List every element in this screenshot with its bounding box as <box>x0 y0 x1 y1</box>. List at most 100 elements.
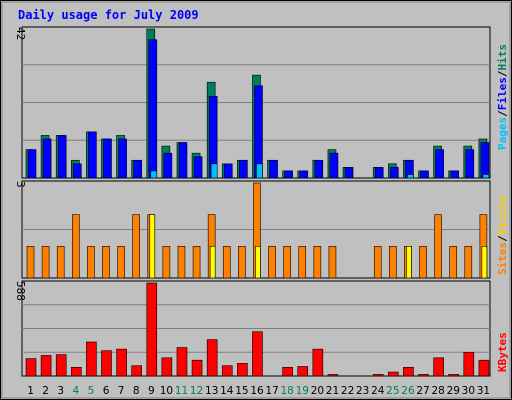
day-label-1: 1 <box>27 385 34 397</box>
bar-pages-day-31 <box>482 174 490 179</box>
bar-files-day-3 <box>57 135 67 179</box>
panel-2-max-label: 588 <box>14 281 27 301</box>
day-label-27: 27 <box>416 385 429 397</box>
day-label-8: 8 <box>133 385 140 397</box>
bar-files-day-10 <box>163 152 173 179</box>
bar-files-day-22 <box>344 167 354 179</box>
day-label-21: 21 <box>326 385 339 397</box>
bar-files-day-19 <box>299 170 309 179</box>
bar-files-day-4 <box>72 163 82 179</box>
bar-files-day-5 <box>88 131 97 179</box>
bar-visits-day-29 <box>449 246 458 279</box>
day-label-25: 25 <box>386 385 399 397</box>
bar-visits-day-19 <box>298 246 307 279</box>
bar-kbytes-day-25 <box>388 371 399 377</box>
day-label-24: 24 <box>371 385 385 397</box>
bar-files-day-2 <box>42 138 52 179</box>
bar-files-day-11 <box>178 142 188 179</box>
bar-files-day-27 <box>420 170 429 179</box>
bar-kbytes-day-5 <box>86 341 97 377</box>
bar-visits-day-4 <box>71 214 80 279</box>
bar-files-day-30 <box>465 149 475 179</box>
bar-visits-day-6 <box>102 246 110 279</box>
bar-files-day-12 <box>193 156 203 179</box>
day-label-20: 20 <box>311 385 324 397</box>
bar-kbytes-day-9 <box>146 282 158 377</box>
bar-files-day-24 <box>374 167 384 179</box>
bar-kbytes-day-29 <box>448 374 460 377</box>
bar-files-day-1 <box>27 149 37 179</box>
day-label-29: 29 <box>447 385 460 397</box>
bar-files-day-9 <box>148 39 158 179</box>
day-label-12: 12 <box>190 385 203 397</box>
legend-pages-files-hits: Pages/Files/Hits <box>496 44 509 150</box>
bar-files-day-14 <box>223 163 233 179</box>
panel-1-max-label: 3 <box>14 181 27 188</box>
bar-visits-day-17 <box>268 246 276 279</box>
day-label-17: 17 <box>265 385 278 397</box>
bar-files-day-18 <box>284 170 293 179</box>
day-label-26: 26 <box>401 385 415 397</box>
bar-files-day-31 <box>480 142 490 179</box>
bar-kbytes-day-6 <box>101 350 112 377</box>
bar-visits-day-18 <box>283 246 291 279</box>
bar-sites-day-26 <box>406 246 412 279</box>
day-label-16: 16 <box>250 385 264 397</box>
bar-visits-day-21 <box>328 246 337 279</box>
bar-kbytes-day-21 <box>327 374 339 377</box>
bar-kbytes-day-11 <box>176 347 188 377</box>
bar-visits-day-25 <box>389 246 397 279</box>
day-label-7: 7 <box>118 385 125 397</box>
bar-kbytes-day-1 <box>25 358 37 377</box>
bar-kbytes-day-14 <box>221 365 233 377</box>
bar-pages-day-26 <box>407 174 414 179</box>
day-label-15: 15 <box>235 385 248 397</box>
bar-kbytes-day-8 <box>131 365 142 377</box>
bar-kbytes-day-28 <box>433 357 444 377</box>
bar-kbytes-day-19 <box>297 366 309 377</box>
bar-files-day-20 <box>314 159 324 179</box>
chart-title: Daily usage for July 2009 <box>18 8 199 22</box>
bar-sites-day-9 <box>149 214 156 279</box>
bar-visits-day-1 <box>26 246 35 279</box>
bar-files-day-7 <box>118 138 127 179</box>
bar-visits-day-15 <box>238 246 246 279</box>
bar-kbytes-day-18 <box>282 367 293 377</box>
bar-kbytes-day-20 <box>312 348 324 377</box>
day-label-23: 23 <box>356 385 369 397</box>
day-label-4: 4 <box>72 385 79 397</box>
day-label-3: 3 <box>57 385 64 397</box>
day-label-2: 2 <box>42 385 49 397</box>
bar-files-day-29 <box>450 170 460 179</box>
bar-visits-day-3 <box>56 246 65 279</box>
bar-visits-day-27 <box>419 246 427 279</box>
bar-kbytes-day-2 <box>40 355 52 377</box>
day-label-13: 13 <box>205 385 218 397</box>
bar-kbytes-day-30 <box>463 351 475 377</box>
bar-files-day-8 <box>133 159 142 179</box>
panel-0-max-label: 42 <box>14 27 27 40</box>
bar-visits-day-8 <box>132 214 140 279</box>
bar-pages-day-9 <box>150 170 158 179</box>
day-label-30: 30 <box>462 385 475 397</box>
bar-kbytes-day-4 <box>70 367 82 377</box>
bar-files-day-17 <box>269 159 278 179</box>
bar-sites-day-13 <box>209 246 216 279</box>
day-label-19: 19 <box>296 385 309 397</box>
bar-files-day-15 <box>239 159 248 179</box>
day-label-31: 31 <box>477 385 490 397</box>
bar-files-day-6 <box>103 138 112 179</box>
bar-files-day-28 <box>435 149 444 179</box>
bar-files-day-21 <box>329 152 339 179</box>
bar-kbytes-day-26 <box>403 367 414 377</box>
bar-visits-day-12 <box>192 246 201 279</box>
bar-visits-day-28 <box>434 214 442 279</box>
bar-visits-day-24 <box>373 246 382 279</box>
bar-kbytes-day-27 <box>418 374 429 377</box>
day-label-11: 11 <box>175 385 188 397</box>
legend-kbytes: KBytes <box>496 332 509 372</box>
bar-sites-day-16 <box>255 246 261 279</box>
bar-kbytes-day-31 <box>478 359 490 377</box>
